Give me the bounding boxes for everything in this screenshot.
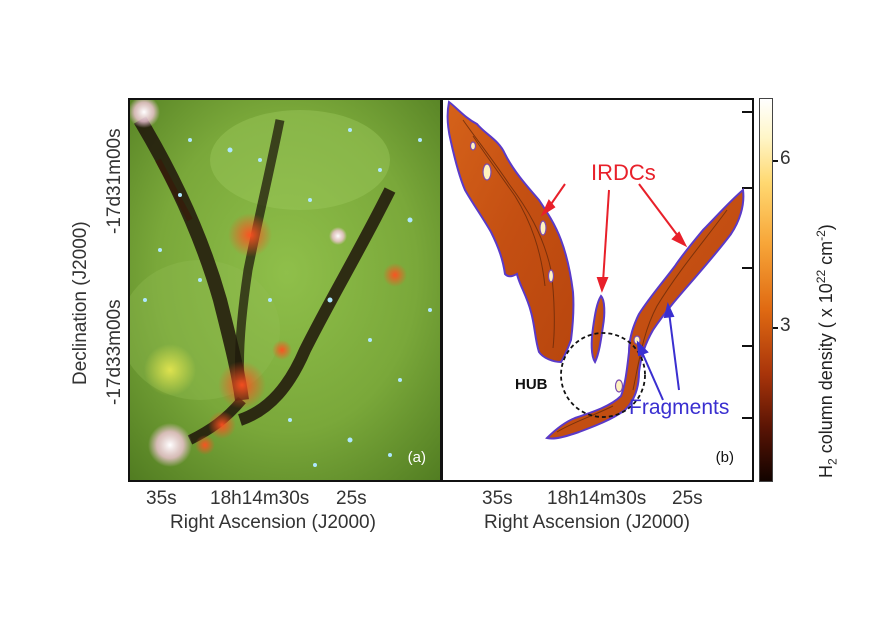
y-tick-label: -17d33m00s bbox=[104, 299, 125, 405]
irdcs-annotation: IRDCs bbox=[591, 160, 656, 185]
fragments-annotation: Fragments bbox=[629, 396, 730, 419]
fragment-arrows bbox=[636, 301, 680, 401]
y-axis-title: Declination (J2000) bbox=[70, 221, 91, 385]
x-tick-label: 18h14m30s bbox=[210, 488, 310, 509]
x-tick-label: 25s bbox=[672, 488, 703, 509]
column-density-map bbox=[446, 100, 752, 440]
colorbar bbox=[759, 98, 773, 482]
irdc-arrows bbox=[540, 183, 688, 293]
x-tick-label: 25s bbox=[336, 488, 367, 509]
x-tick-label: 35s bbox=[482, 488, 513, 509]
hub-annotation: HUB bbox=[515, 376, 548, 393]
colorbar-title: H2 column density ( x 1022 cm-2) bbox=[814, 224, 840, 478]
panel-a-infrared-image: (a) bbox=[128, 98, 442, 482]
infrared-image bbox=[130, 100, 440, 480]
colorbar-tick-mark bbox=[773, 160, 778, 162]
x-tick-label: 18h14m30s bbox=[547, 488, 647, 509]
x-tick-label: 35s bbox=[146, 488, 177, 509]
x-axis-title: Right Ascension (J2000) bbox=[170, 512, 376, 533]
panel-b-label: (b) bbox=[715, 449, 734, 466]
panel-a-label: (a) bbox=[407, 449, 426, 466]
x-axis-title: Right Ascension (J2000) bbox=[484, 512, 690, 533]
panel-b-column-density-map: IRDCs HUB Fragments (b) bbox=[441, 98, 754, 482]
colorbar-tick-label: 6 bbox=[780, 148, 791, 169]
colorbar-tick-label: 3 bbox=[780, 315, 791, 336]
hub-circle bbox=[560, 332, 646, 418]
y-tick-label: -17d31m00s bbox=[104, 128, 125, 234]
colorbar-tick-mark bbox=[773, 327, 778, 329]
